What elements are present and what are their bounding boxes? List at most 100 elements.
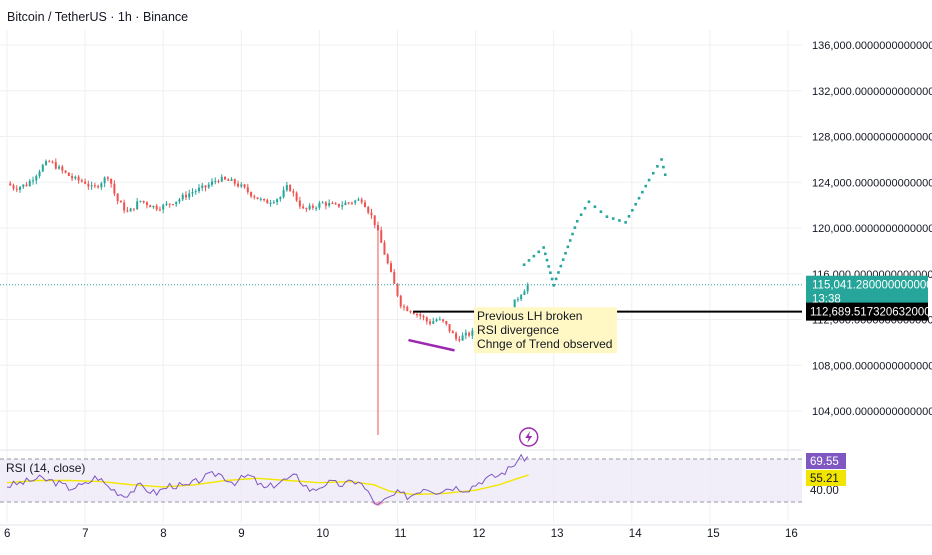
candle-131 [435, 317, 438, 323]
candle-48 [165, 201, 168, 206]
projection-dot-4 [542, 246, 545, 249]
candle-41 [142, 200, 145, 204]
candle-body-51 [175, 201, 178, 205]
candle-body-52 [178, 199, 181, 202]
price-layer [9, 158, 529, 436]
candle-89 [298, 196, 301, 209]
candle-body-94 [315, 207, 318, 209]
candle-78 [263, 198, 266, 202]
candle-body-140 [464, 332, 467, 336]
candle-body-33 [116, 193, 119, 202]
x-tick-label-11: 11 [395, 528, 407, 540]
candle-body-157 [520, 294, 523, 300]
candle-body-108 [360, 199, 363, 203]
projection-dot-41 [663, 173, 667, 177]
candle-body-29 [103, 177, 106, 184]
candle-40 [139, 200, 142, 203]
level-price-tag: 112,689.5173206320000 [806, 302, 932, 321]
candle-body-24 [87, 183, 90, 187]
candle-129 [429, 318, 432, 326]
candle-68 [230, 177, 233, 182]
candle-23 [84, 178, 87, 185]
candle-body-21 [77, 176, 80, 181]
rsi-value-tag-bg [806, 453, 846, 469]
lightning-icon[interactable] [519, 427, 539, 447]
candle-158 [523, 289, 526, 296]
candle-body-48 [165, 203, 168, 205]
candle-body-10 [41, 164, 44, 172]
x-tick-label-16: 16 [785, 528, 798, 540]
candle-103 [344, 200, 347, 206]
projection-dot-23 [587, 200, 591, 204]
candle-body-105 [350, 202, 353, 204]
projection-dot-8 [549, 271, 552, 275]
candle-15 [58, 164, 61, 170]
candle-body-2 [15, 188, 18, 190]
candle-body-28 [100, 183, 103, 188]
candle-88 [295, 191, 298, 202]
candle-106 [354, 199, 357, 206]
candle-14 [54, 158, 57, 170]
candle-58 [197, 184, 201, 194]
candle-25 [90, 181, 93, 190]
candle-body-25 [90, 185, 93, 187]
candle-body-23 [84, 181, 87, 184]
candle-13 [51, 160, 54, 164]
candle-134 [445, 320, 448, 326]
candle-body-137 [455, 333, 458, 339]
candle-53 [181, 192, 184, 202]
candle-body-49 [168, 203, 171, 205]
candle-17 [64, 170, 67, 174]
candle-body-103 [344, 202, 347, 206]
candle-108 [360, 197, 363, 205]
candle-109 [363, 199, 366, 208]
candle-body-8 [35, 176, 38, 181]
candle-57 [194, 189, 197, 195]
projection-dot-10 [552, 283, 556, 287]
x-tick-label-12: 12 [473, 528, 486, 540]
candle-115 [383, 240, 386, 255]
candle-18 [67, 172, 70, 177]
rsi-oversold-fill-25 [370, 502, 378, 507]
candle-136 [451, 330, 454, 334]
candle-body-3 [19, 186, 22, 190]
candle-99 [331, 201, 334, 205]
candle-body-32 [113, 183, 116, 194]
candle-116 [386, 253, 389, 265]
candle-10 [41, 163, 44, 173]
candle-body-118 [393, 271, 396, 284]
candle-body-11 [45, 161, 48, 165]
lightning-bolt[interactable] [525, 431, 533, 443]
x-tick-label-10: 10 [316, 528, 329, 540]
rsi-ma-label: 55.21 [810, 473, 839, 485]
candle-60 [204, 185, 207, 192]
candle-74 [250, 191, 253, 199]
candle-body-131 [435, 319, 438, 322]
candle-body-4 [22, 184, 25, 187]
x-tick-label-14: 14 [629, 528, 642, 540]
candle-body-78 [263, 198, 266, 201]
candle-21 [77, 175, 80, 184]
projection-dot-34 [641, 190, 644, 194]
candle-5 [25, 181, 28, 187]
candle-body-122 [406, 306, 409, 311]
projection-dot-29 [624, 221, 627, 224]
candle-body-111 [370, 212, 373, 216]
projection-dot-28 [618, 219, 621, 222]
candle-132 [438, 316, 441, 321]
projection-dot-30 [627, 215, 631, 218]
candle-16 [61, 164, 64, 174]
candle-90 [302, 203, 305, 210]
candle-body-92 [308, 205, 311, 210]
candle-121 [402, 304, 406, 311]
candle-55 [188, 189, 191, 201]
candle-body-100 [334, 203, 337, 205]
projection-dot-5 [544, 252, 547, 256]
candle-body-79 [266, 200, 269, 204]
projection-dot-38 [656, 165, 659, 168]
candle-84 [282, 186, 285, 199]
candle-137 [455, 331, 458, 342]
candle-27 [97, 184, 100, 189]
candle-body-0 [9, 183, 12, 186]
